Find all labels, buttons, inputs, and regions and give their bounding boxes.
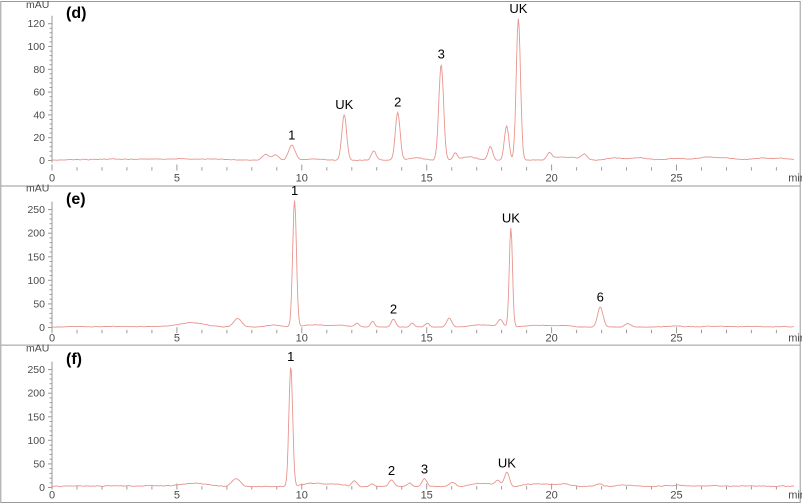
svg-text:50: 50 (33, 458, 45, 470)
svg-text:2: 2 (394, 95, 401, 110)
svg-text:mAU: mAU (26, 182, 49, 194)
svg-text:100: 100 (27, 435, 45, 447)
svg-text:UK: UK (509, 1, 527, 16)
svg-text:0: 0 (39, 155, 45, 167)
svg-text:15: 15 (421, 333, 433, 345)
svg-text:0: 0 (39, 482, 45, 494)
svg-text:UK: UK (502, 211, 520, 226)
svg-text:20: 20 (545, 490, 557, 502)
svg-text:15: 15 (421, 490, 433, 502)
svg-text:250: 250 (27, 364, 45, 376)
svg-text:200: 200 (27, 228, 45, 240)
svg-text:150: 150 (27, 411, 45, 423)
svg-text:25: 25 (670, 333, 682, 345)
svg-text:3: 3 (421, 462, 428, 477)
svg-text:UK: UK (335, 97, 353, 112)
svg-text:1: 1 (288, 128, 295, 143)
svg-text:2: 2 (388, 463, 395, 478)
svg-text:50: 50 (33, 298, 45, 310)
svg-text:0: 0 (49, 173, 55, 185)
svg-text:1: 1 (291, 183, 298, 198)
svg-text:(d): (d) (66, 5, 86, 22)
svg-text:5: 5 (174, 333, 180, 345)
svg-text:200: 200 (27, 388, 45, 400)
svg-text:min: min (788, 173, 802, 185)
svg-text:0: 0 (49, 333, 55, 345)
svg-text:UK: UK (498, 455, 516, 470)
svg-text:150: 150 (27, 251, 45, 263)
svg-text:2: 2 (390, 302, 397, 317)
svg-text:20: 20 (545, 333, 557, 345)
svg-text:0: 0 (39, 322, 45, 334)
svg-text:min: min (788, 490, 802, 502)
svg-text:(f): (f) (66, 351, 82, 368)
svg-text:15: 15 (421, 173, 433, 185)
svg-text:6: 6 (597, 290, 604, 305)
svg-text:mAU: mAU (26, 342, 49, 354)
svg-text:0: 0 (49, 490, 55, 502)
svg-text:25: 25 (670, 173, 682, 185)
svg-text:250: 250 (27, 204, 45, 216)
svg-text:mAU: mAU (26, 0, 49, 11)
svg-text:80: 80 (33, 64, 45, 76)
svg-text:100: 100 (27, 41, 45, 53)
svg-text:60: 60 (33, 87, 45, 99)
svg-text:100: 100 (27, 275, 45, 287)
svg-text:20: 20 (33, 132, 45, 144)
svg-text:20: 20 (545, 173, 557, 185)
svg-text:5: 5 (174, 490, 180, 502)
svg-text:10: 10 (296, 490, 308, 502)
svg-text:120: 120 (27, 18, 45, 30)
svg-text:25: 25 (670, 490, 682, 502)
svg-text:min: min (788, 333, 802, 345)
svg-text:3: 3 (438, 47, 445, 62)
svg-text:1: 1 (287, 349, 294, 364)
svg-text:40: 40 (33, 109, 45, 121)
svg-text:(e): (e) (66, 191, 86, 208)
svg-text:5: 5 (174, 173, 180, 185)
svg-text:10: 10 (296, 333, 308, 345)
